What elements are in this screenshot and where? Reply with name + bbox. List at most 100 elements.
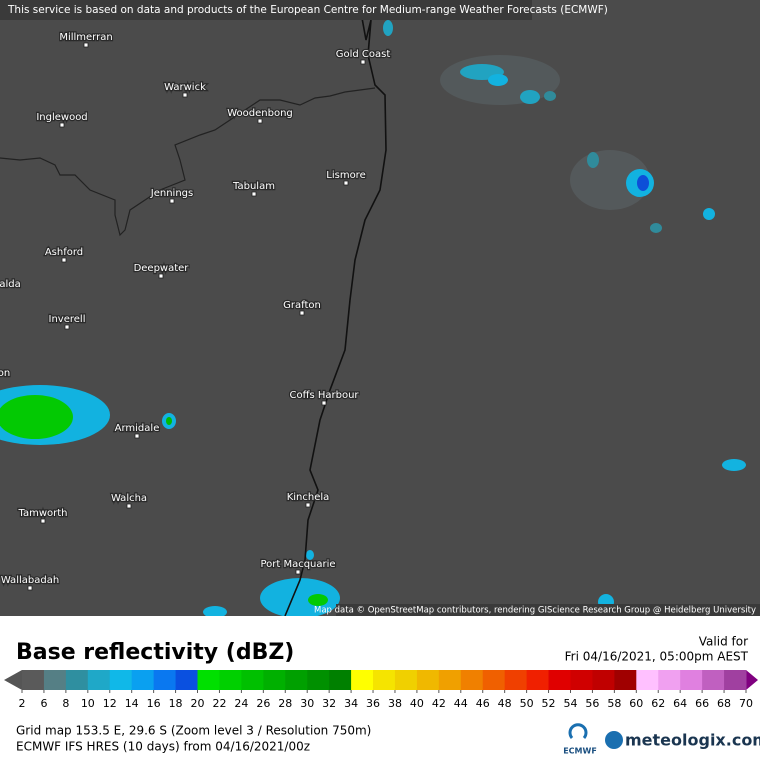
colorbar-label: 66 bbox=[695, 697, 709, 710]
place-label: Jennings bbox=[150, 188, 193, 199]
color-segment bbox=[197, 670, 220, 690]
place-dot bbox=[182, 92, 188, 98]
place-dot bbox=[299, 310, 305, 316]
brand-icon bbox=[605, 731, 623, 749]
color-segment bbox=[175, 670, 199, 690]
colorbar-label: 46 bbox=[476, 697, 490, 710]
ecmwf-logo: ECMWF bbox=[563, 747, 597, 756]
color-segment bbox=[329, 670, 352, 690]
place-label: Inglewood bbox=[36, 112, 87, 123]
color-segment bbox=[307, 670, 330, 690]
colorbar-label: 54 bbox=[563, 697, 577, 710]
legend-title: Base reflectivity (dBZ) bbox=[16, 640, 294, 665]
place-label: Millmerran bbox=[59, 32, 112, 43]
attribution: Map data © OpenStreetMap contributors, r… bbox=[314, 606, 756, 616]
colorbar-label: 62 bbox=[651, 697, 665, 710]
place-label: Coffs Harbour bbox=[289, 390, 359, 401]
color-segment bbox=[548, 670, 571, 690]
valid-time: Fri 04/16/2021, 05:00pm AEST bbox=[565, 650, 749, 664]
color-segment bbox=[219, 670, 242, 690]
colorbar-label: 12 bbox=[103, 697, 117, 710]
place-label: Inverell bbox=[49, 314, 86, 325]
place-dot bbox=[134, 433, 140, 439]
place-dot bbox=[27, 585, 33, 591]
color-segment bbox=[482, 670, 506, 690]
place-label: Ashford bbox=[45, 247, 83, 258]
color-segment bbox=[263, 670, 286, 690]
banner: This service is based on data and produc… bbox=[7, 4, 608, 16]
grid-info: Grid map 153.5 E, 29.6 S (Zoom level 3 /… bbox=[16, 724, 371, 738]
state-border bbox=[0, 87, 376, 237]
place-dot bbox=[64, 324, 70, 330]
color-segment bbox=[614, 670, 637, 690]
place-label: Tabulam bbox=[232, 181, 275, 192]
color-segment bbox=[109, 670, 133, 690]
place-label: alda bbox=[0, 279, 21, 290]
colorbar-label: 2 bbox=[19, 697, 26, 710]
place-label: Port Macquarie bbox=[260, 559, 335, 570]
colorbar-label: 60 bbox=[629, 697, 643, 710]
colorbar-label: 52 bbox=[542, 697, 556, 710]
color-segment bbox=[87, 670, 111, 690]
brand: meteologix.com bbox=[625, 731, 760, 750]
banner-bg bbox=[0, 0, 532, 20]
colorbar-label: 6 bbox=[40, 697, 47, 710]
place-dot bbox=[40, 518, 46, 524]
colorbar-label: 34 bbox=[344, 697, 358, 710]
model-info: ECMWF IFS HRES (10 days) from 04/16/2021… bbox=[16, 740, 310, 754]
colorbar-label: 24 bbox=[234, 697, 248, 710]
place-label: Grafton bbox=[283, 300, 321, 311]
radar-echoes bbox=[0, 20, 746, 618]
coastline bbox=[284, 17, 387, 617]
place-dot bbox=[158, 273, 164, 279]
colorbar-arrow-high bbox=[746, 670, 758, 690]
place-labels: Millmerran Gold Coast Warwick Inglewood Wood… bbox=[0, 31, 392, 591]
colorbar-label: 8 bbox=[62, 697, 69, 710]
color-segment bbox=[504, 670, 528, 690]
colorbar-label: 22 bbox=[212, 697, 226, 710]
place-label: Kinchela bbox=[287, 492, 330, 503]
place-dot bbox=[257, 118, 263, 124]
place-label: Wallabadah bbox=[1, 575, 59, 586]
color-segment bbox=[592, 670, 615, 690]
colorbar-label: 10 bbox=[81, 697, 95, 710]
color-segment bbox=[702, 670, 725, 690]
colorbar-label: 42 bbox=[432, 697, 446, 710]
colorbar-label: 38 bbox=[388, 697, 402, 710]
colorbar-label: 50 bbox=[520, 697, 534, 710]
map bbox=[0, 0, 760, 616]
color-segment bbox=[373, 670, 396, 690]
colorbar-label: 20 bbox=[191, 697, 205, 710]
place-dot bbox=[169, 198, 175, 204]
place-label: Lismore bbox=[326, 170, 365, 181]
place-dot bbox=[360, 59, 366, 65]
place-label: Warwick bbox=[164, 82, 206, 93]
place-dot bbox=[295, 569, 301, 575]
colorbar-label: 68 bbox=[717, 697, 731, 710]
color-segment bbox=[416, 670, 440, 690]
place-dot bbox=[61, 257, 67, 263]
place-dot bbox=[126, 503, 132, 509]
color-segment bbox=[570, 670, 593, 690]
color-segment bbox=[241, 670, 264, 690]
color-segment bbox=[526, 670, 550, 690]
place-label: Armidale bbox=[115, 423, 160, 434]
colorbar-label: 26 bbox=[256, 697, 270, 710]
colorbar-label: 40 bbox=[410, 697, 424, 710]
color-segment bbox=[460, 670, 484, 690]
color-segment bbox=[153, 670, 177, 690]
colorbar-label: 18 bbox=[169, 697, 183, 710]
colorbar-label: 32 bbox=[322, 697, 336, 710]
place-dot bbox=[343, 180, 349, 186]
place-dot bbox=[321, 400, 327, 406]
color-segment bbox=[131, 670, 155, 690]
colorbar-label: 64 bbox=[673, 697, 687, 710]
colorbar-label: 28 bbox=[278, 697, 292, 710]
color-segment bbox=[65, 670, 89, 690]
place-dot bbox=[251, 191, 257, 197]
color-segment bbox=[636, 670, 659, 690]
place-label: Woodenbong bbox=[227, 108, 293, 119]
place-label: on bbox=[0, 368, 10, 379]
color-segment bbox=[438, 670, 462, 690]
